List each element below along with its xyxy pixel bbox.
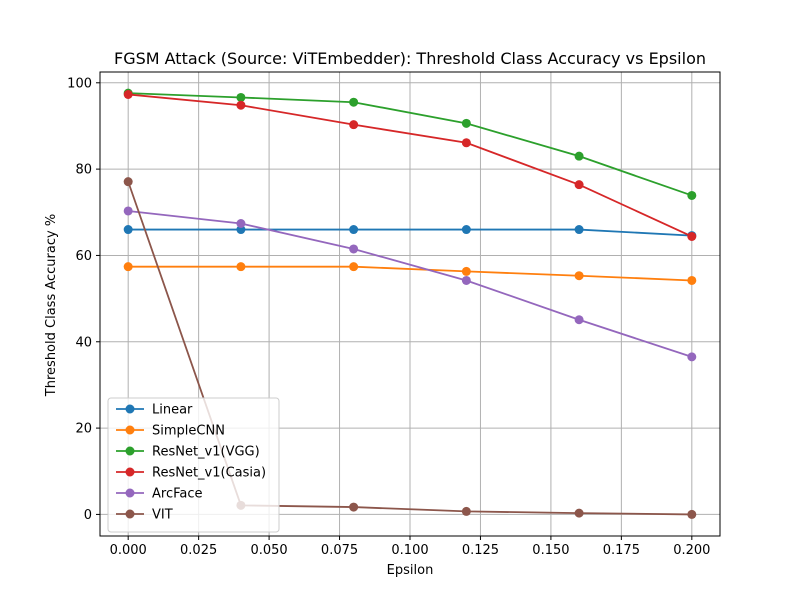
data-point	[123, 177, 133, 187]
x-tick-label: 0.000	[110, 543, 147, 558]
data-point	[461, 506, 471, 516]
data-point	[687, 352, 697, 362]
x-tick-label: 0.050	[250, 543, 287, 558]
legend-item: VIT	[116, 508, 173, 523]
series-line	[128, 92, 693, 197]
y-tick-label: 0	[84, 508, 92, 523]
data-point	[461, 266, 471, 276]
data-point	[349, 97, 359, 107]
legend: Linear SimpleCNN ResNet_v1(VGG) ResNet_v1(C…	[107, 397, 280, 533]
data-point	[574, 315, 584, 325]
legend-marker	[125, 404, 135, 414]
legend-item: SimpleCNN	[116, 424, 225, 439]
data-point	[349, 244, 359, 254]
data-point	[349, 502, 359, 512]
data-point	[123, 206, 133, 216]
data-point	[123, 89, 133, 99]
data-point	[349, 262, 359, 272]
legend-item: ResNet_v1(Casia)	[116, 466, 266, 481]
legend-marker	[125, 509, 135, 519]
y-tick-label: 40	[75, 335, 92, 350]
data-point	[236, 100, 246, 110]
data-point	[574, 180, 584, 190]
y-tick-label: 80	[75, 163, 92, 178]
x-tick-label: 0.150	[532, 543, 569, 558]
x-axis: 0.000 0.025 0.050 0.075 0.100 0.125 0.150 0.175…	[110, 536, 710, 558]
data-point	[123, 225, 133, 235]
data-point	[687, 509, 697, 519]
series-line	[128, 228, 692, 237]
data-point	[687, 275, 697, 285]
chart-title: FGSM Attack (Source: ViTEmbedder): Thres…	[114, 49, 706, 68]
series-arcface	[123, 206, 697, 362]
y-tick-label: 100	[67, 76, 92, 91]
series-resnet-v1-vgg	[123, 88, 697, 200]
data-point	[349, 225, 359, 235]
data-point	[574, 271, 584, 281]
x-axis-label: Epsilon	[387, 563, 434, 578]
legend-label: VIT	[152, 508, 173, 523]
series-group	[123, 88, 697, 519]
x-tick-label: 0.075	[321, 543, 358, 558]
data-point	[461, 118, 471, 128]
data-point	[123, 262, 133, 272]
x-tick-label: 0.100	[391, 543, 428, 558]
legend-marker	[125, 467, 135, 477]
legend-box	[107, 397, 280, 533]
series-line	[128, 265, 692, 282]
legend-label: ResNet_v1(Casia)	[152, 466, 266, 481]
y-axis-label: Threshold Class Accuracy %	[44, 214, 59, 397]
legend-marker	[125, 425, 135, 435]
data-point	[574, 151, 584, 161]
x-tick-label: 0.125	[462, 543, 499, 558]
legend-label: ArcFace	[152, 487, 203, 502]
series-resnet-v1-casia	[123, 89, 697, 241]
legend-item: ResNet_v1(VGG)	[116, 445, 260, 460]
data-point	[461, 138, 471, 148]
data-point	[687, 190, 697, 200]
legend-marker	[125, 488, 135, 498]
data-point	[574, 508, 584, 518]
data-point	[687, 231, 697, 241]
legend-item: Linear	[116, 403, 193, 418]
series-line	[128, 93, 693, 238]
legend-label: SimpleCNN	[152, 424, 225, 439]
y-tick-label: 20	[75, 422, 92, 437]
x-tick-label: 0.175	[603, 543, 640, 558]
x-tick-label: 0.200	[673, 543, 710, 558]
data-point	[461, 225, 471, 235]
data-point	[349, 120, 359, 130]
data-point	[461, 275, 471, 285]
data-point	[236, 92, 246, 102]
data-point	[574, 225, 584, 235]
data-point	[236, 262, 246, 272]
data-point	[236, 219, 246, 229]
y-tick-label: 60	[75, 249, 92, 264]
y-axis: 0 20 40 60 80 100	[67, 76, 100, 523]
legend-label: Linear	[152, 403, 193, 418]
legend-label: ResNet_v1(VGG)	[152, 445, 260, 460]
legend-item: ArcFace	[116, 487, 203, 502]
series-line	[128, 210, 693, 358]
x-tick-label: 0.025	[180, 543, 217, 558]
legend-marker	[125, 446, 135, 456]
series-simplecnn	[123, 262, 697, 285]
